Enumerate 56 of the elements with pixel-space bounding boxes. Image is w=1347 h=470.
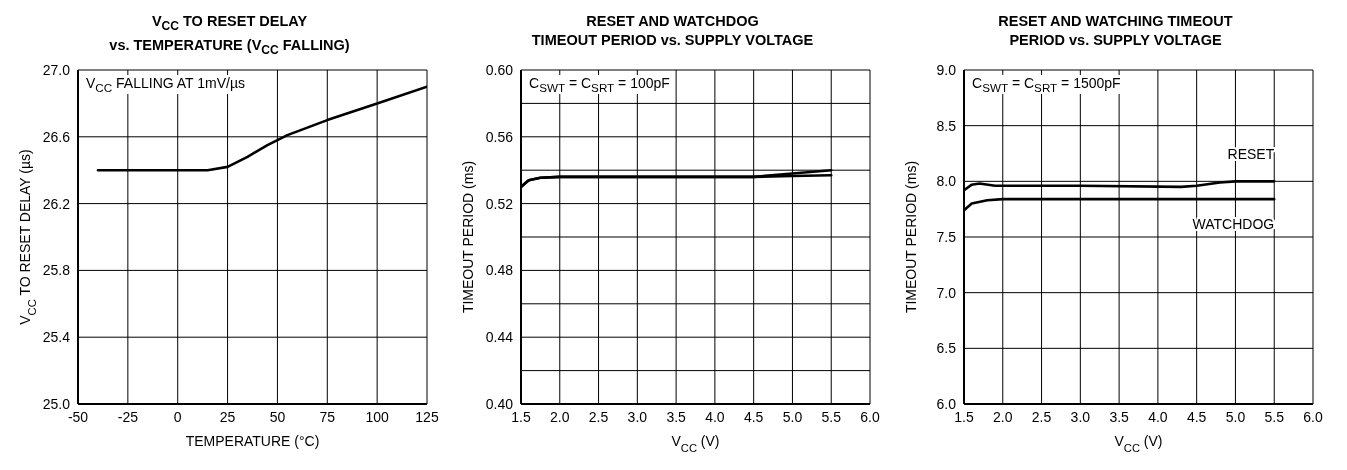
x-tick-label: 6.0 (860, 408, 880, 425)
x-axis-title: V$_{CC}$ (V) (1114, 433, 1163, 454)
annotation: C$_{SWT}$ = C$_{SRT}$ = 1500pF (970, 75, 1123, 94)
x-tick-label: 125 (415, 408, 439, 425)
y-tick-label: 0.52 (485, 195, 514, 212)
x-tick-label: 5.0 (782, 408, 803, 425)
annotation: C$_{SWT}$ = C$_{SRT}$ = 100pF (527, 75, 672, 94)
y-tick-label: 27.0 (42, 61, 71, 78)
x-tick-label: 75 (319, 408, 336, 425)
x-tick-label: 2.0 (550, 408, 570, 425)
y-tick-label: 8.5 (936, 117, 957, 134)
x-tick-label: 3.0 (627, 408, 648, 425)
y-tick-label: 0.44 (485, 329, 514, 346)
annotation: V$_{CC}$ FALLING AT 1mV/µs (84, 75, 248, 94)
y-axis-title: TIMEOUT PERIOD (ms) (460, 160, 476, 314)
x-tick-label: 4.5 (743, 408, 764, 425)
x-tick-label: 2.0 (993, 408, 1013, 425)
y-tick-label: 26.6 (42, 128, 71, 145)
x-tick-label: 1.5 (511, 408, 531, 425)
y-tick-label: 9.0 (936, 61, 957, 78)
x-tick-label: 4.0 (705, 408, 725, 425)
y-tick-label: 7.5 (936, 228, 957, 245)
x-tick-label: 5.5 (821, 408, 842, 425)
y-tick-label: 8.0 (936, 173, 957, 190)
x-tick-label: 100 (365, 408, 390, 425)
x-tick-label: 5.5 (1264, 408, 1285, 425)
x-axis-title: TEMPERATURE (°C) (185, 433, 320, 449)
x-tick-label: 2.5 (588, 408, 609, 425)
x-tick-label: 3.5 (1109, 408, 1130, 425)
x-tick-label: 1.5 (954, 408, 974, 425)
chart-title: RESET AND WATCHDOG TIMEOUT PERIOD vs. SUPPLY VOLTAGE (530, 12, 815, 50)
x-tick-label: 2.5 (1031, 408, 1052, 425)
y-tick-label: 0.56 (485, 128, 514, 145)
x-tick-label: -25 (117, 408, 139, 425)
y-tick-label: 0.60 (485, 61, 514, 78)
x-tick-label: 6.0 (1303, 408, 1323, 425)
y-tick-label: 25.4 (42, 329, 71, 346)
y-tick-label: 7.0 (936, 284, 957, 301)
chart-title: RESET AND WATCHING TIMEOUT PERIOD vs. SUPPLY VOLTAGE (997, 12, 1234, 50)
y-tick-label: 26.2 (42, 195, 71, 212)
y-axis-title: TIMEOUT PERIOD (ms) (903, 160, 919, 314)
x-axis-title: V$_{CC}$ (V) (671, 433, 720, 454)
y-tick-label: 6.5 (936, 340, 957, 357)
x-tick-label: 4.0 (1148, 408, 1168, 425)
x-tick-label: 25 (219, 408, 236, 425)
x-tick-label: 5.0 (1225, 408, 1246, 425)
x-tick-label: 50 (269, 408, 286, 425)
x-tick-label: 3.0 (1070, 408, 1091, 425)
x-tick-label: 0 (173, 408, 182, 425)
x-tick-label: 3.5 (666, 408, 687, 425)
chart-title: V$_{CC}$ TO RESET DELAY vs. TEMPERATURE (V$_{CC}$ FALLING) (108, 12, 351, 59)
y-tick-label: 6.0 (936, 395, 957, 412)
y-tick-label: 25.8 (42, 262, 71, 279)
x-tick-label: 4.5 (1186, 408, 1207, 425)
y-tick-label: 0.48 (485, 262, 514, 279)
y-tick-label: 0.40 (485, 395, 514, 412)
